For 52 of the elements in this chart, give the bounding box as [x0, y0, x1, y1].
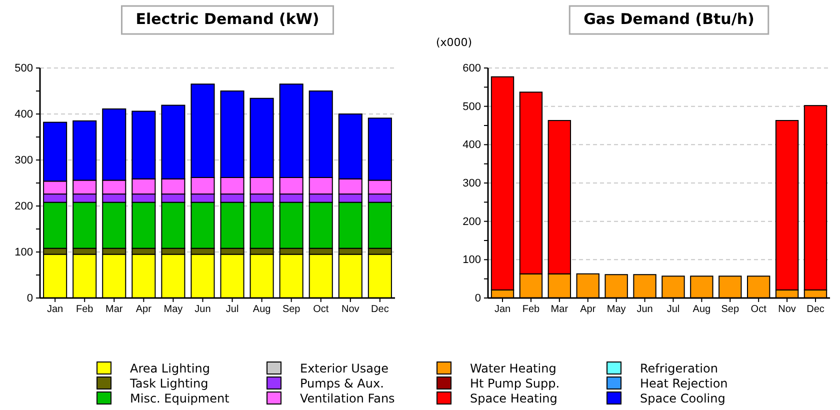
x-tick-label: Nov: [342, 304, 360, 316]
y-tick-label: 600: [462, 62, 481, 75]
y-tick-label: 0: [26, 292, 33, 305]
x-tick-label: Dec: [806, 304, 824, 316]
x-tick-label: Feb: [76, 304, 94, 316]
y-tick-label: 300: [14, 154, 33, 167]
legend-label: Water Heating: [470, 362, 556, 376]
y-tick-label: 100: [14, 246, 33, 259]
x-tick-label: Oct: [313, 304, 329, 316]
y-tick-label: 300: [462, 178, 481, 190]
x-tick-label: Sep: [721, 304, 740, 316]
x-tick-label: Jan: [47, 304, 64, 316]
x-tick-label: May: [164, 304, 183, 316]
y-tick-label: 100: [462, 254, 481, 266]
y-tick-label: 200: [14, 200, 33, 213]
x-tick-label: Nov: [778, 304, 796, 316]
x-tick-label: Sep: [282, 304, 301, 316]
y-tick-label: 400: [14, 108, 33, 121]
legend-label: Area Lighting: [130, 362, 210, 376]
legend-label: Task Lighting: [129, 376, 208, 390]
y-tick-label: 500: [462, 100, 481, 113]
x-tick-label: Oct: [750, 304, 767, 316]
x-tick-label: May: [606, 304, 626, 316]
x-tick-label: Apr: [580, 304, 596, 316]
legend-label: Heat Rejection: [640, 376, 728, 390]
x-tick-label: Jun: [194, 304, 211, 316]
x-tick-label: Jul: [666, 304, 680, 316]
y-tick-label: 200: [462, 216, 481, 228]
legend-label: Misc. Equipment: [130, 392, 230, 406]
x-tick-label: Apr: [136, 304, 152, 316]
x-tick-label: Aug: [692, 304, 711, 316]
legend-label: Pumps & Aux.: [300, 376, 384, 390]
chart-title: Electric Demand (kW): [136, 10, 320, 28]
legend-label: Exterior Usage: [300, 362, 389, 376]
x-tick-label: Mar: [106, 304, 124, 316]
y-axis-title: (x000): [436, 36, 472, 49]
legend-label: Space Cooling: [640, 392, 726, 406]
y-tick-label: 0: [474, 292, 481, 305]
legend-label: Ventilation Fans: [300, 392, 395, 406]
legend-label: Ht Pump Supp.: [470, 376, 560, 390]
x-tick-label: Jun: [636, 304, 653, 316]
y-tick-label: 400: [462, 139, 481, 152]
legend-label: Refrigeration: [640, 362, 718, 376]
x-tick-label: Feb: [522, 304, 540, 316]
chart-title: Gas Demand (Btu/h): [584, 10, 754, 28]
x-tick-label: Jan: [494, 304, 511, 316]
y-tick-label: 500: [14, 62, 33, 75]
x-tick-label: Jul: [226, 304, 239, 316]
x-tick-label: Aug: [252, 304, 271, 316]
legend-label: Space Heating: [470, 392, 558, 406]
x-tick-label: Mar: [550, 304, 569, 316]
x-tick-label: Dec: [371, 304, 389, 316]
